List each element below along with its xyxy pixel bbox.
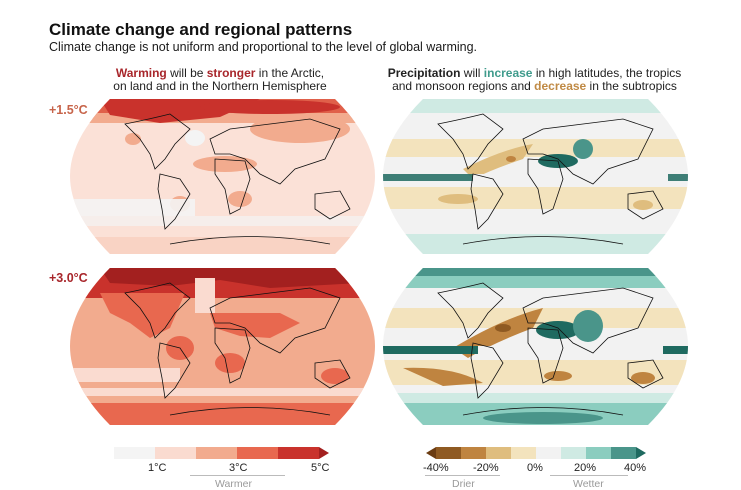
- heading-text: and monsoon regions and: [392, 79, 535, 93]
- heading-text: in the subtropics: [586, 79, 677, 93]
- heading-text: will be: [166, 66, 207, 80]
- colorbar-segment: [114, 447, 155, 459]
- precipitation-colorbar: [426, 447, 646, 459]
- heading-text: on land and in the Northern Hemisphere: [113, 79, 327, 93]
- warmer-arrow: [190, 475, 285, 476]
- precipitation-map-3-0c: [383, 268, 688, 425]
- heading-text: in the Arctic,: [255, 66, 325, 80]
- temp-tick: 3°C: [229, 462, 248, 474]
- temperature-colorbar: [114, 447, 329, 459]
- colorbar-segment: [461, 447, 486, 459]
- precip-tick: 40%: [624, 462, 647, 474]
- row-label-3-0c: +3.0°C: [49, 271, 88, 285]
- colorbar-arrow-end: [319, 447, 329, 459]
- coastlines: [124, 113, 351, 245]
- wetter-arrow: [550, 475, 628, 476]
- colorbar-arrow-start: [426, 447, 436, 459]
- colorbar-segment: [237, 447, 278, 459]
- heading-text: will: [460, 66, 484, 80]
- colorbar-arrow-end: [636, 447, 646, 459]
- colorbar-segment: [196, 447, 237, 459]
- warmer-label: Warmer: [215, 478, 252, 490]
- decrease-keyword: decrease: [534, 79, 587, 93]
- colorbar-segment: [611, 447, 636, 459]
- precipitation-column-heading: Precipitation will increase in high lati…: [382, 67, 687, 93]
- warming-keyword: Warming: [115, 66, 167, 80]
- precip-tick: 0%: [527, 462, 543, 474]
- colorbar-segment: [511, 447, 536, 459]
- warming-column-heading: Warming will be stronger in the Arctic, …: [95, 67, 345, 93]
- colorbar-segment: [586, 447, 611, 459]
- precip-tick: -40%: [423, 462, 449, 474]
- colorbar-segment: [155, 447, 196, 459]
- page-title: Climate change and regional patterns: [49, 20, 353, 39]
- colorbar-segment: [536, 447, 561, 459]
- warming-map-3-0c: [70, 268, 375, 425]
- colorbar-segment: [561, 447, 586, 459]
- colorbar-segment: [436, 447, 461, 459]
- drier-arrow: [425, 475, 500, 476]
- colorbar-segment: [278, 447, 319, 459]
- increase-keyword: increase: [483, 66, 533, 80]
- row-label-1-5c: +1.5°C: [49, 103, 88, 117]
- heading-text: in high latitudes, the tropics: [532, 66, 682, 80]
- warming-map-1-5c: [70, 99, 375, 254]
- precipitation-keyword: Precipitation: [387, 66, 461, 80]
- stronger-keyword: stronger: [206, 66, 256, 80]
- precipitation-map-1-5c: [383, 99, 688, 254]
- temp-tick: 5°C: [311, 462, 330, 474]
- wetter-label: Wetter: [573, 478, 604, 490]
- precip-tick: 20%: [574, 462, 597, 474]
- colorbar-segment: [486, 447, 511, 459]
- arctic-fringe: [70, 113, 375, 123]
- precip-tick: -20%: [473, 462, 499, 474]
- temp-tick: 1°C: [148, 462, 167, 474]
- drier-label: Drier: [452, 478, 475, 490]
- page-subtitle: Climate change is not uniform and propor…: [49, 40, 478, 54]
